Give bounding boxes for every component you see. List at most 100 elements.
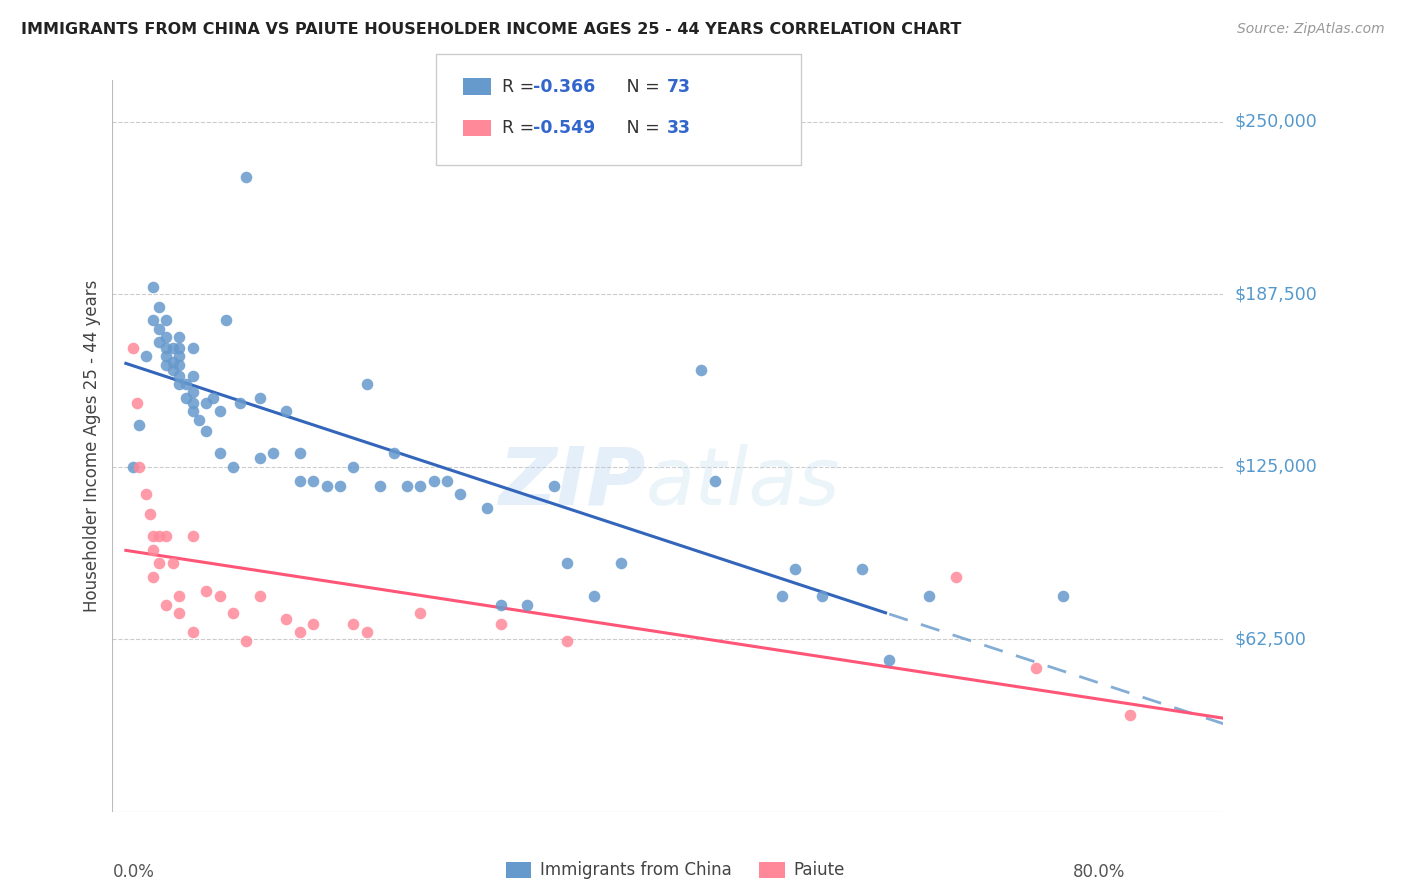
Point: [195, 396, 218, 410]
Point: [610, 557, 633, 571]
Point: [128, 418, 150, 433]
Point: [1118, 708, 1140, 723]
Point: [181, 385, 204, 400]
Point: [249, 590, 271, 604]
Text: IMMIGRANTS FROM CHINA VS PAIUTE HOUSEHOLDER INCOME AGES 25 - 44 YEARS CORRELATIO: IMMIGRANTS FROM CHINA VS PAIUTE HOUSEHOL…: [21, 22, 962, 37]
Point: [288, 625, 311, 640]
Point: [315, 479, 337, 493]
Point: [262, 446, 284, 460]
Point: [222, 606, 245, 620]
Point: [181, 625, 204, 640]
Point: [169, 606, 191, 620]
Point: [583, 590, 606, 604]
Point: [249, 451, 271, 466]
Point: [169, 330, 191, 344]
Text: ZIP: ZIP: [498, 443, 645, 522]
Point: [276, 404, 298, 418]
Point: [557, 557, 579, 571]
Point: [148, 335, 170, 350]
Text: 73: 73: [666, 78, 690, 95]
Point: [342, 617, 364, 632]
Point: [148, 529, 170, 543]
Point: [135, 349, 157, 363]
Point: [1052, 590, 1074, 604]
Point: [148, 557, 170, 571]
Point: [449, 487, 471, 501]
Point: [174, 391, 197, 405]
Point: [139, 507, 162, 521]
Text: Paiute: Paiute: [793, 861, 845, 879]
Text: R =: R =: [502, 119, 540, 136]
Text: $187,500: $187,500: [1234, 285, 1317, 303]
Point: [409, 606, 432, 620]
Text: Source: ZipAtlas.com: Source: ZipAtlas.com: [1237, 22, 1385, 37]
Point: [409, 479, 432, 493]
Point: [302, 617, 325, 632]
Text: -0.366: -0.366: [533, 78, 595, 95]
Point: [395, 479, 418, 493]
Text: atlas: atlas: [645, 443, 841, 522]
Point: [382, 446, 405, 460]
Point: [543, 479, 565, 493]
Point: [770, 590, 793, 604]
Point: [288, 446, 311, 460]
Point: [329, 479, 352, 493]
Point: [162, 363, 184, 377]
Point: [195, 424, 218, 438]
Point: [169, 590, 191, 604]
Point: [155, 341, 177, 355]
Point: [169, 349, 191, 363]
Text: 80.0%: 80.0%: [1073, 863, 1126, 881]
Point: [142, 570, 165, 584]
Point: [155, 529, 177, 543]
Point: [557, 633, 579, 648]
Text: R =: R =: [502, 78, 540, 95]
Point: [121, 341, 143, 355]
Point: [142, 280, 165, 294]
Point: [155, 330, 177, 344]
Point: [181, 368, 204, 383]
Point: [135, 487, 157, 501]
Text: $125,000: $125,000: [1234, 458, 1317, 475]
Text: N =: N =: [610, 119, 665, 136]
Point: [249, 391, 271, 405]
Point: [162, 557, 184, 571]
Text: 0.0%: 0.0%: [112, 863, 155, 881]
Point: [356, 625, 378, 640]
Point: [148, 300, 170, 314]
Point: [169, 341, 191, 355]
Point: [436, 474, 458, 488]
Point: [489, 598, 512, 612]
Point: [516, 598, 538, 612]
Point: [142, 542, 165, 557]
Point: [368, 479, 391, 493]
Point: [148, 321, 170, 335]
Point: [215, 313, 238, 327]
Point: [155, 313, 177, 327]
Point: [142, 313, 165, 327]
Point: [181, 396, 204, 410]
Point: [181, 404, 204, 418]
Point: [302, 474, 325, 488]
Text: 33: 33: [666, 119, 690, 136]
Point: [690, 363, 713, 377]
Point: [121, 459, 143, 474]
Text: $250,000: $250,000: [1234, 112, 1317, 131]
Point: [1025, 661, 1047, 675]
Point: [201, 391, 224, 405]
Point: [195, 583, 218, 598]
Point: [235, 633, 257, 648]
Point: [356, 376, 378, 391]
Point: [155, 598, 177, 612]
Point: [810, 590, 832, 604]
Point: [342, 459, 364, 474]
Point: [288, 474, 311, 488]
Point: [877, 653, 900, 667]
Point: [142, 529, 165, 543]
Point: [162, 341, 184, 355]
Point: [155, 349, 177, 363]
Point: [188, 413, 211, 427]
Point: [208, 446, 231, 460]
Point: [181, 341, 204, 355]
Point: [169, 376, 191, 391]
